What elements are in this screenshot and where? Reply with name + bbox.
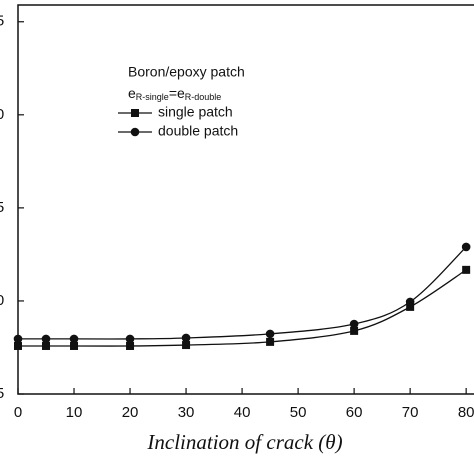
y-tick-label: 5 [0, 13, 4, 30]
y-tick-label: 0 [0, 106, 4, 123]
y-tick-label: 0 [0, 292, 4, 309]
marker-square [126, 341, 135, 350]
series-line [18, 246, 467, 340]
x-tick-label: 70 [402, 404, 419, 421]
marker-circle [405, 297, 415, 307]
marker-square [42, 341, 51, 350]
marker-circle [69, 334, 79, 344]
marker-square [70, 341, 79, 350]
annotation-title: Boron/epoxy patch [128, 64, 245, 80]
x-tick-label: 0 [14, 404, 22, 421]
x-tick-label: 20 [122, 404, 139, 421]
marker-square [350, 326, 359, 335]
marker-circle [349, 319, 359, 329]
y-tick-label: 5 [0, 199, 4, 216]
marker-square [131, 109, 139, 117]
x-axis-label: Inclination of crack (θ) [146, 430, 342, 454]
y-tick-label: 5 [0, 385, 4, 402]
marker-circle [130, 127, 140, 137]
annotation-part: R-single [136, 92, 169, 102]
annotation-part: e [128, 85, 136, 101]
marker-circle [181, 333, 191, 343]
x-tick-label: 30 [178, 404, 195, 421]
plot-frame [17, 4, 474, 395]
legend-label: double patch [158, 123, 238, 139]
marker-square [182, 341, 191, 350]
marker-circle [461, 242, 471, 252]
marker-circle [13, 334, 23, 344]
x-tick-label: 40 [234, 404, 251, 421]
marker-square [266, 337, 275, 346]
legend-label: single patch [158, 104, 233, 120]
annotation-part: =e [169, 85, 185, 101]
x-tick-label: 80 [458, 404, 474, 421]
annotation-part: R-double [185, 92, 222, 102]
marker-square [14, 341, 22, 350]
marker-square [462, 265, 471, 274]
x-tick-label: 10 [66, 404, 83, 421]
marker-circle [125, 334, 135, 344]
series-line [18, 269, 467, 347]
annotation-equation: eR-single=eR-double [128, 85, 221, 103]
x-tick-label: 50 [290, 404, 307, 421]
x-tick-label: 60 [346, 404, 363, 421]
marker-circle [41, 334, 51, 344]
marker-circle [265, 329, 275, 339]
marker-square [406, 302, 415, 311]
